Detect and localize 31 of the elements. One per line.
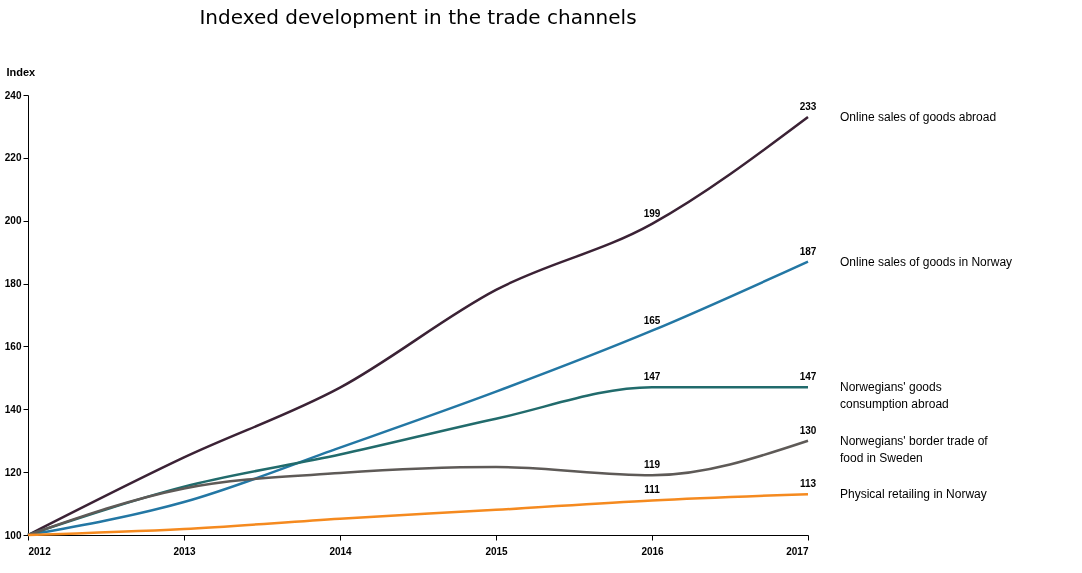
x-tick-label: 2016 <box>641 545 665 557</box>
data-label: 165 <box>643 314 661 326</box>
y-tick-label: 140 <box>4 403 22 415</box>
data-label: 113 <box>799 478 817 490</box>
data-label: 119 <box>643 459 661 471</box>
data-label: 147 <box>643 371 661 383</box>
x-tick-label: 2017 <box>786 545 809 557</box>
chart-title: Indexed development in the trade channels <box>199 5 637 29</box>
x-tick-label: 2013 <box>173 545 197 557</box>
text: Norwegians' border trade of food in Sweden <box>840 433 989 465</box>
data-label: 199 <box>643 207 661 219</box>
text: Online sales of goods abroad <box>840 110 997 124</box>
y-axis-title: Index <box>6 65 37 78</box>
text: Physical retailing in Norway <box>840 487 987 502</box>
data-label: 130 <box>799 424 817 436</box>
text: Norwegians' goods consumption abroad <box>840 380 949 412</box>
x-tick-label: 2014 <box>329 545 353 557</box>
y-tick-label: 160 <box>4 340 22 352</box>
data-label: 233 <box>799 101 817 112</box>
x-tick-label: 2012 <box>28 545 52 557</box>
y-tick-label: 180 <box>4 278 22 290</box>
data-label: 147 <box>799 371 817 383</box>
y-tick-label: 220 <box>4 152 22 164</box>
data-label: 187 <box>799 245 817 257</box>
data-label: 111 <box>644 484 661 496</box>
y-tick-label: 240 <box>4 89 22 101</box>
y-tick-label: 120 <box>4 466 22 478</box>
text: Online sales of goods in Norway <box>840 254 1013 269</box>
x-tick-label: 2015 <box>485 545 509 557</box>
y-tick-label: 100 <box>4 529 22 541</box>
y-tick-label: 200 <box>4 215 22 227</box>
